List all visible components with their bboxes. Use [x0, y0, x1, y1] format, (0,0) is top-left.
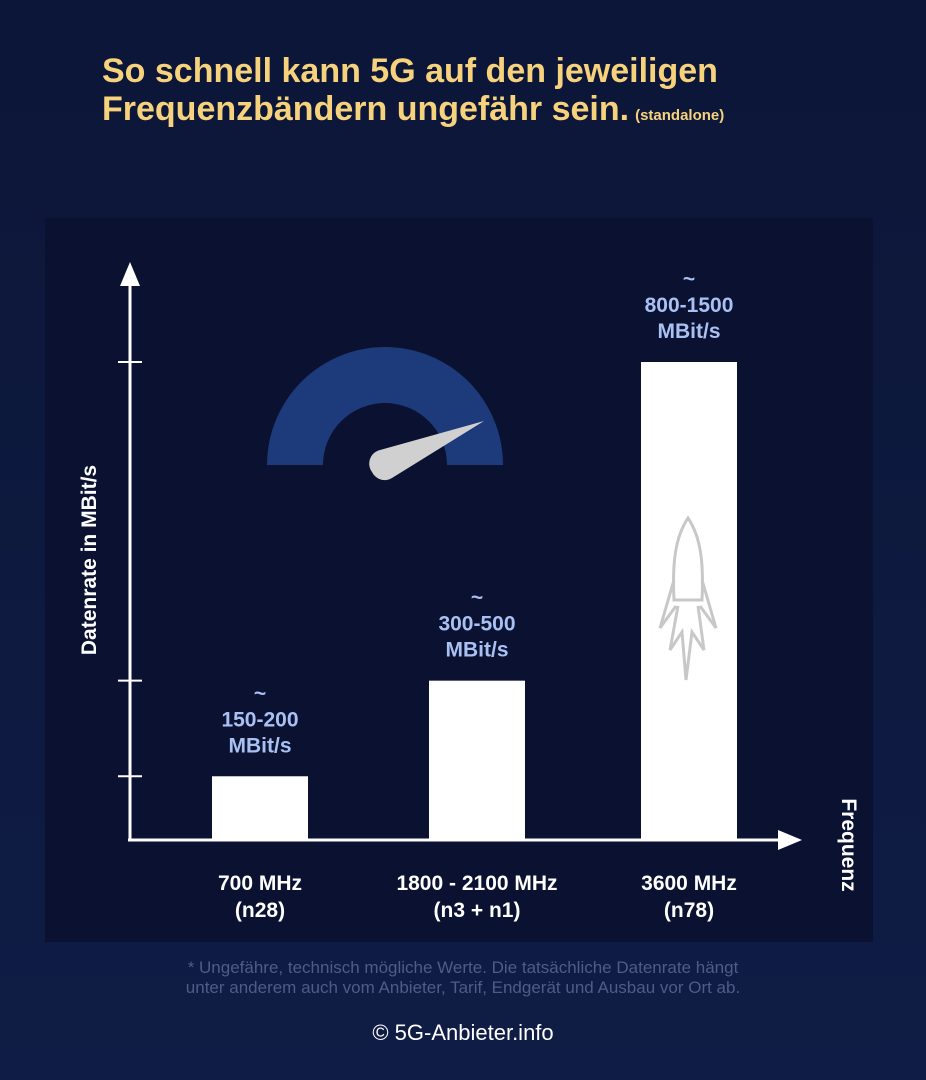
x-tick-label-band: (n78)	[664, 899, 714, 922]
x-axis-arrow	[778, 830, 802, 850]
y-axis-arrow	[120, 262, 140, 286]
value-label-tilde: ~	[254, 682, 266, 705]
x-axis-label: Frequenz	[837, 798, 860, 891]
footnote-line-1: * Ungefähre, technisch mögliche Werte. D…	[187, 958, 739, 977]
copyright: © 5G-Anbieter.info	[372, 1020, 554, 1045]
bar	[429, 680, 525, 840]
value-label-range: 150-200	[221, 708, 298, 731]
footnote: * Ungefähre, technisch mögliche Werte. D…	[0, 958, 926, 998]
title-line-1: So schnell kann 5G auf den jeweiligen	[102, 52, 718, 90]
value-label-range: 300-500	[438, 613, 515, 636]
x-tick-label: 700 MHz	[218, 872, 302, 895]
title-suffix: (standalone)	[635, 107, 725, 124]
value-label-range: 800-1500	[645, 294, 734, 317]
bar	[212, 776, 308, 840]
value-label-tilde: ~	[471, 587, 483, 610]
footnote-line-2: unter anderem auch vom Anbieter, Tarif, …	[185, 978, 741, 997]
value-label-unit: MBit/s	[229, 734, 292, 757]
value-label-unit: MBit/s	[658, 320, 721, 343]
chart-title: So schnell kann 5G auf den jeweiligen Fr…	[102, 52, 724, 135]
x-tick-label-band: (n28)	[235, 899, 285, 922]
x-tick-label: 3600 MHz	[641, 872, 737, 895]
x-tick-label: 1800 - 2100 MHz	[396, 872, 557, 895]
title-line-2: Frequenzbändern ungefähr sein.	[102, 90, 630, 128]
y-axis-label: Datenrate in MBit/s	[78, 465, 101, 655]
value-label-tilde: ~	[683, 268, 695, 291]
rocket-icon	[658, 515, 718, 681]
x-tick-label-band: (n3 + n1)	[434, 899, 521, 922]
value-label-unit: MBit/s	[446, 639, 509, 662]
speedometer-icon	[267, 347, 503, 481]
